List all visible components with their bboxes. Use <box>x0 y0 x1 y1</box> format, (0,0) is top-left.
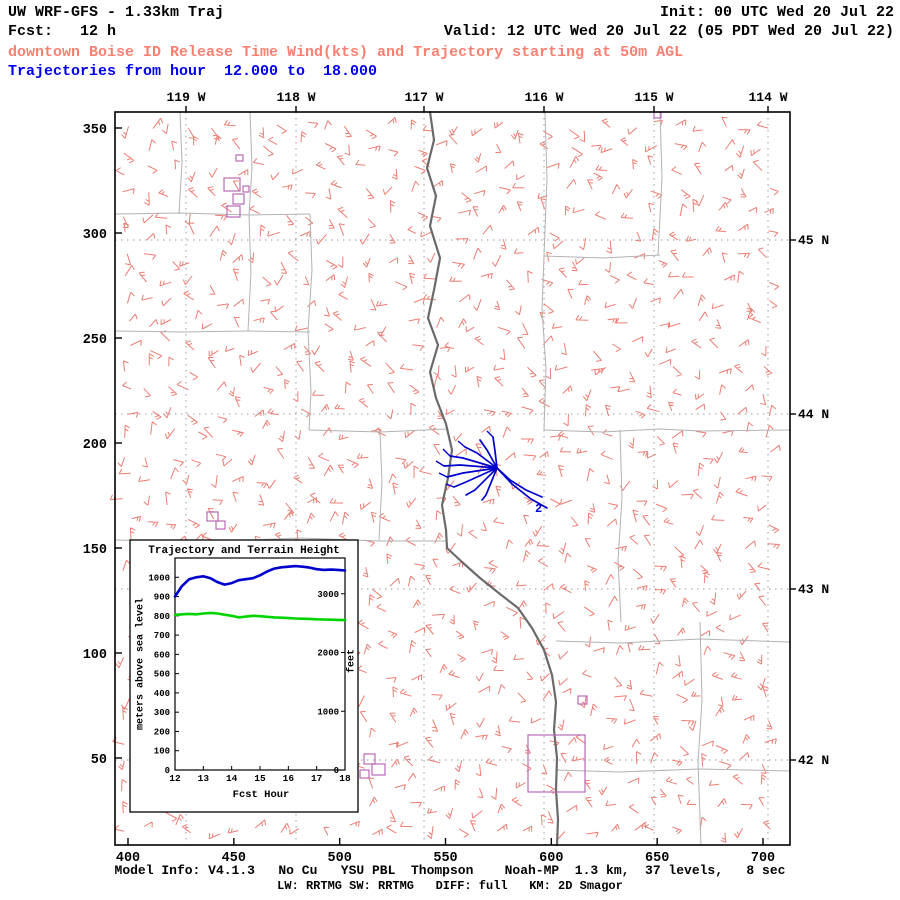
inset-chart: 0 100 200 300 400 500 600 700 800 900 1000 0 1000 200… <box>129 539 359 813</box>
trajectory-fan: 2 <box>435 430 548 516</box>
header-row-1: UW WRF-GFS - 1.33km Traj Init: 00 UTC We… <box>8 4 894 21</box>
svg-text:18: 18 <box>339 773 351 784</box>
release-info-line: downtown Boise ID Release Time Wind(kts)… <box>8 44 684 61</box>
svg-text:117 W: 117 W <box>404 90 443 105</box>
inset-ylabel-left: meters above sea level <box>135 597 147 731</box>
svg-text:14: 14 <box>226 773 238 784</box>
svg-text:500: 500 <box>154 670 170 680</box>
svg-text:12: 12 <box>169 773 181 784</box>
header-row-2: Fcst: 12 h Valid: 12 UTC Wed 20 Jul 22 (… <box>8 23 894 40</box>
physics-info-line: LW: RRTMG SW: RRTMG DIFF: full KM: 2D Sm… <box>277 879 623 893</box>
trajectory-hour-label: 2 <box>535 502 542 516</box>
svg-text:900: 900 <box>154 593 170 603</box>
svg-text:600: 600 <box>154 650 170 660</box>
svg-text:114 W: 114 W <box>748 90 787 105</box>
svg-text:118 W: 118 W <box>276 90 315 105</box>
svg-text:150: 150 <box>83 543 107 558</box>
model-info-line: Model Info: V4.1.3 No Cu YSU PBL Thompso… <box>114 863 786 878</box>
map-frame: 400 450 500 550 600 650 7003503002502001501005… <box>83 90 830 866</box>
svg-text:45 N: 45 N <box>798 233 829 248</box>
svg-text:450: 450 <box>222 851 246 866</box>
svg-text:300: 300 <box>83 228 107 243</box>
svg-text:0: 0 <box>165 766 170 776</box>
svg-text:116 W: 116 W <box>524 90 563 105</box>
svg-text:100: 100 <box>83 648 107 663</box>
svg-text:42 N: 42 N <box>798 753 829 768</box>
svg-text:700: 700 <box>751 851 775 866</box>
svg-text:0: 0 <box>334 766 339 776</box>
svg-text:200: 200 <box>83 438 107 453</box>
svg-text:400: 400 <box>154 689 170 699</box>
state-border <box>425 110 560 847</box>
svg-text:250: 250 <box>83 333 107 348</box>
trajectory-hours-line: Trajectories from hour 12.000 to 18.000 <box>8 63 378 80</box>
svg-text:13: 13 <box>198 773 210 784</box>
svg-text:500: 500 <box>328 851 352 866</box>
fcst-hour: Fcst: 12 h <box>8 23 117 40</box>
series-trajectory_height_m <box>173 564 347 598</box>
svg-text:300: 300 <box>154 708 170 718</box>
svg-text:119 W: 119 W <box>166 90 205 105</box>
model-title: UW WRF-GFS - 1.33km Traj <box>8 4 225 21</box>
urban-areas <box>206 111 662 793</box>
inset-xlabel: Fcst Hour <box>232 789 290 801</box>
svg-text:400: 400 <box>116 851 140 866</box>
svg-text:1000: 1000 <box>317 707 339 717</box>
svg-text:115 W: 115 W <box>634 90 673 105</box>
svg-text:100: 100 <box>154 747 170 757</box>
svg-text:16: 16 <box>283 773 295 784</box>
init-time: Init: 00 UTC Wed 20 Jul 22 <box>659 4 894 21</box>
svg-text:50: 50 <box>91 753 107 768</box>
inset-ylabel-right: feet <box>346 648 358 674</box>
svg-text:350: 350 <box>83 123 107 138</box>
svg-text:650: 650 <box>645 851 669 866</box>
svg-text:600: 600 <box>539 851 563 866</box>
svg-text:2000: 2000 <box>317 649 339 659</box>
svg-text:200: 200 <box>154 727 170 737</box>
svg-text:43 N: 43 N <box>798 582 829 597</box>
series-terrain_height_m <box>173 611 347 622</box>
valid-time: Valid: 12 UTC Wed 20 Jul 22 (05 PDT Wed … <box>443 23 894 40</box>
svg-text:3000: 3000 <box>317 590 339 600</box>
county-borders <box>114 111 791 846</box>
inset-title: Trajectory and Terrain Height <box>148 545 340 557</box>
svg-text:550: 550 <box>433 851 457 866</box>
svg-text:700: 700 <box>154 631 170 641</box>
svg-text:17: 17 <box>311 773 323 784</box>
svg-text:800: 800 <box>154 612 170 622</box>
svg-text:15: 15 <box>254 773 266 784</box>
svg-text:44 N: 44 N <box>798 407 829 422</box>
svg-text:1000: 1000 <box>148 573 170 583</box>
